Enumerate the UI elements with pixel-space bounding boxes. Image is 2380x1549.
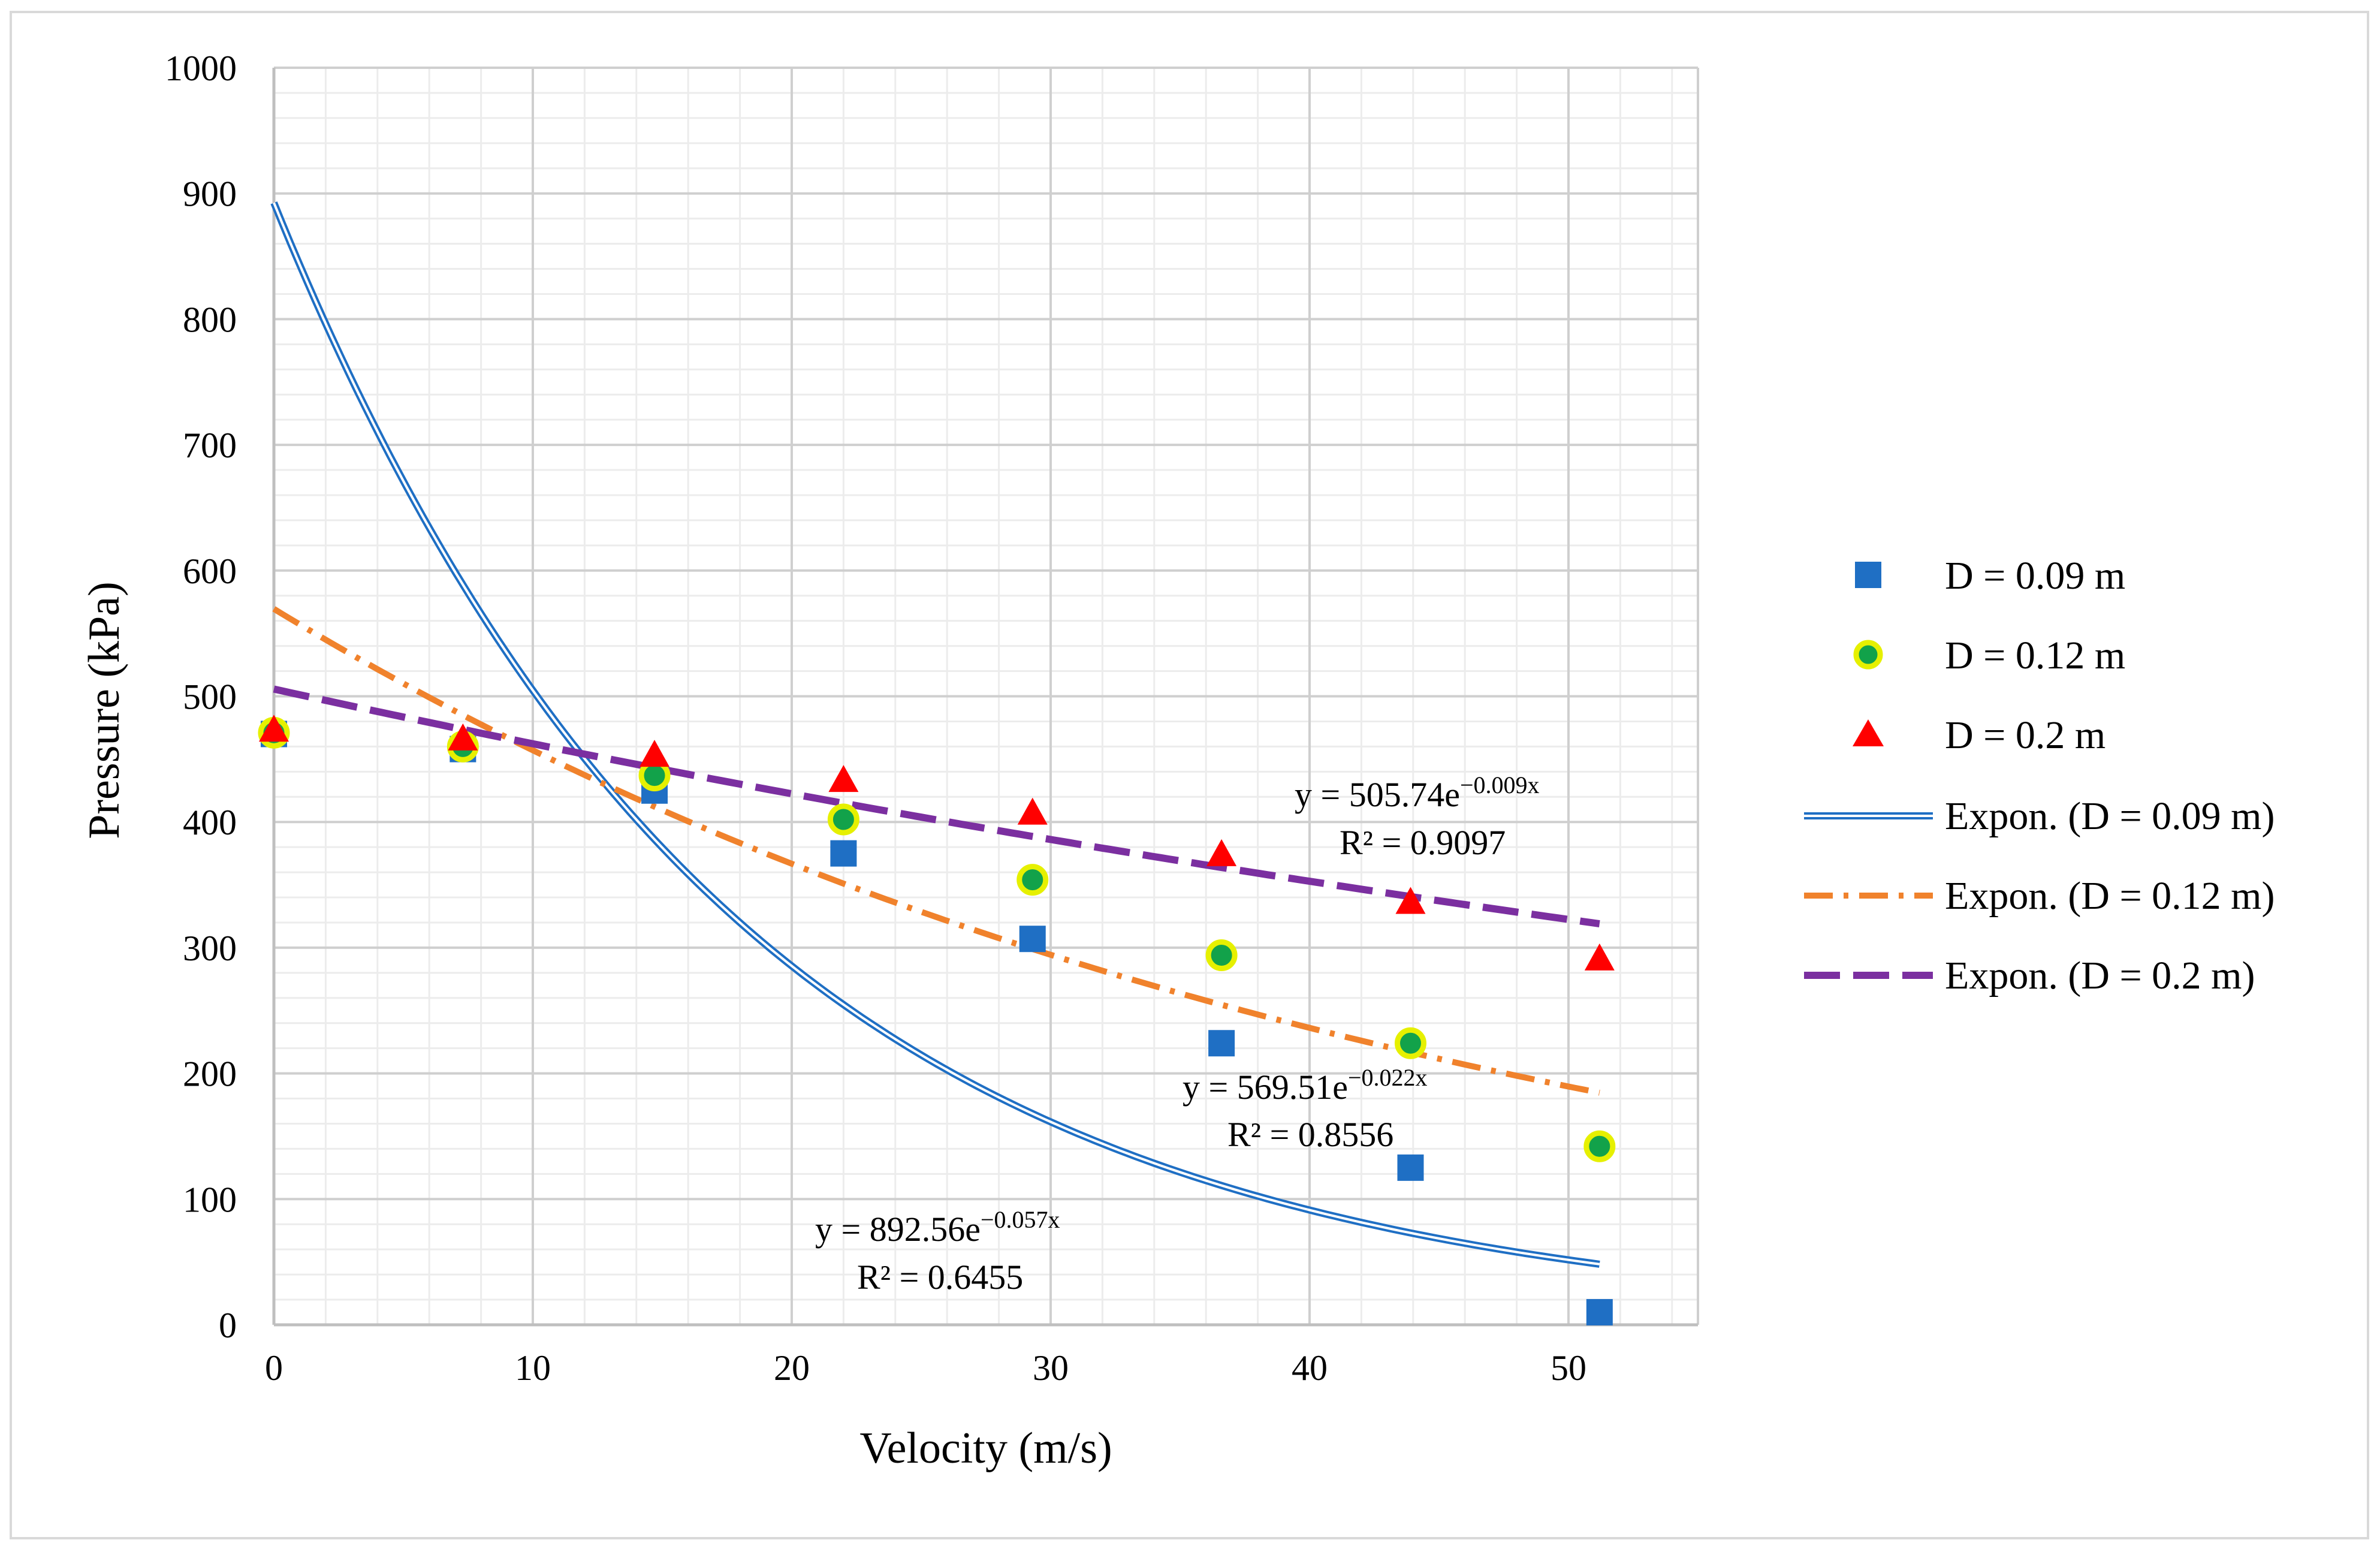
r-squared-text: R² = 0.9097 <box>1340 823 1506 862</box>
legend-square-icon <box>1855 562 1881 588</box>
x-tick-label: 0 <box>265 1348 283 1388</box>
equation-text: y = 505.74e−0.009x <box>1295 772 1540 814</box>
legend-label: Expon. (D = 0.12 m) <box>1945 874 2275 918</box>
y-tick-label: 600 <box>183 552 237 591</box>
x-tick-label: 10 <box>515 1348 551 1388</box>
x-tick-label: 20 <box>774 1348 810 1388</box>
point-d009 <box>1397 1154 1424 1181</box>
equation-label-d02: y = 505.74e−0.009x R² = 0.9097 <box>1295 772 1540 862</box>
legend-label: Expon. (D = 0.2 m) <box>1945 954 2255 997</box>
point-d012 <box>1583 1130 1616 1162</box>
point-d012 <box>827 803 859 836</box>
point-d02 <box>1017 797 1048 825</box>
point-d02 <box>1584 943 1615 971</box>
y-tick-label: 1000 <box>165 49 237 88</box>
tick-labels: 0 10 20 30 40 5001002003004005006007008009001… <box>165 49 1586 1388</box>
point-d009 <box>1586 1299 1613 1326</box>
point-d02 <box>828 765 859 792</box>
x-axis-title: Velocity (m/s) <box>859 1424 1112 1473</box>
point-d009 <box>830 840 857 867</box>
y-tick-label: 100 <box>183 1180 237 1219</box>
equation-label-d009: y = 892.56e−0.057x R² = 0.6455 <box>815 1206 1060 1297</box>
point-d02 <box>640 740 670 767</box>
legend-item-d009: D = 0.09 m <box>1855 554 2125 598</box>
legend-label: Expon. (D = 0.09 m) <box>1945 794 2275 838</box>
grid <box>273 67 1699 1326</box>
y-tick-label: 700 <box>183 426 237 465</box>
y-tick-label: 500 <box>183 677 237 717</box>
legend-item-expon-d02: Expon. (D = 0.2 m) <box>1804 954 2255 997</box>
trendline-expon-d-0-2-m- <box>273 685 1600 927</box>
point-d012 <box>1016 864 1049 896</box>
legend-item-expon-d009: Expon. (D = 0.09 m) <box>1804 794 2275 838</box>
legend-label: D = 0.2 m <box>1945 713 2105 757</box>
x-tick-label: 40 <box>1292 1348 1328 1388</box>
legend-triangle-icon <box>1853 719 1884 746</box>
legend-item-d02: D = 0.2 m <box>1853 713 2105 757</box>
point-d02 <box>448 723 478 751</box>
y-tick-label: 400 <box>183 803 237 842</box>
equation-text: y = 569.51e−0.022x <box>1183 1064 1428 1107</box>
r-squared-text: R² = 0.8556 <box>1227 1115 1393 1154</box>
point-d02 <box>1395 887 1426 914</box>
data-points <box>258 715 1616 1326</box>
legend: D = 0.09 m D = 0.12 m D = 0.2 m Expon. (… <box>1804 554 2275 997</box>
point-d02 <box>1206 839 1237 866</box>
equation-label-d012: y = 569.51e−0.022x R² = 0.8556 <box>1183 1064 1428 1154</box>
r-squared-text: R² = 0.6455 <box>857 1258 1023 1297</box>
y-tick-label: 300 <box>183 929 237 968</box>
point-d009 <box>1019 926 1046 953</box>
y-tick-label: 900 <box>183 174 237 214</box>
point-d012 <box>1205 939 1238 971</box>
chart-frame <box>10 11 2369 1539</box>
y-tick-label: 200 <box>183 1054 237 1094</box>
legend-circle-icon <box>1853 640 1883 670</box>
x-tick-label: 50 <box>1551 1348 1586 1388</box>
legend-label: D = 0.12 m <box>1945 634 2125 677</box>
trendlines <box>270 201 1600 1268</box>
trendline-expon-d-0-12-m- <box>272 606 1600 1096</box>
point-d009 <box>1208 1030 1235 1057</box>
point-d012 <box>1394 1027 1426 1059</box>
y-axis-title: Pressure (kPa) <box>80 581 129 839</box>
equation-text: y = 892.56e−0.057x <box>815 1206 1060 1249</box>
legend-label: D = 0.09 m <box>1945 554 2125 598</box>
y-tick-label: 800 <box>183 300 237 339</box>
point-d02 <box>259 715 289 742</box>
x-tick-label: 30 <box>1033 1348 1069 1388</box>
legend-item-d012: D = 0.12 m <box>1853 634 2125 677</box>
y-tick-label: 0 <box>219 1306 237 1345</box>
trendline-expon-d-0-09-m--inner <box>273 202 1600 1265</box>
axes <box>272 68 1698 1327</box>
legend-item-expon-d012: Expon. (D = 0.12 m) <box>1804 874 2275 918</box>
